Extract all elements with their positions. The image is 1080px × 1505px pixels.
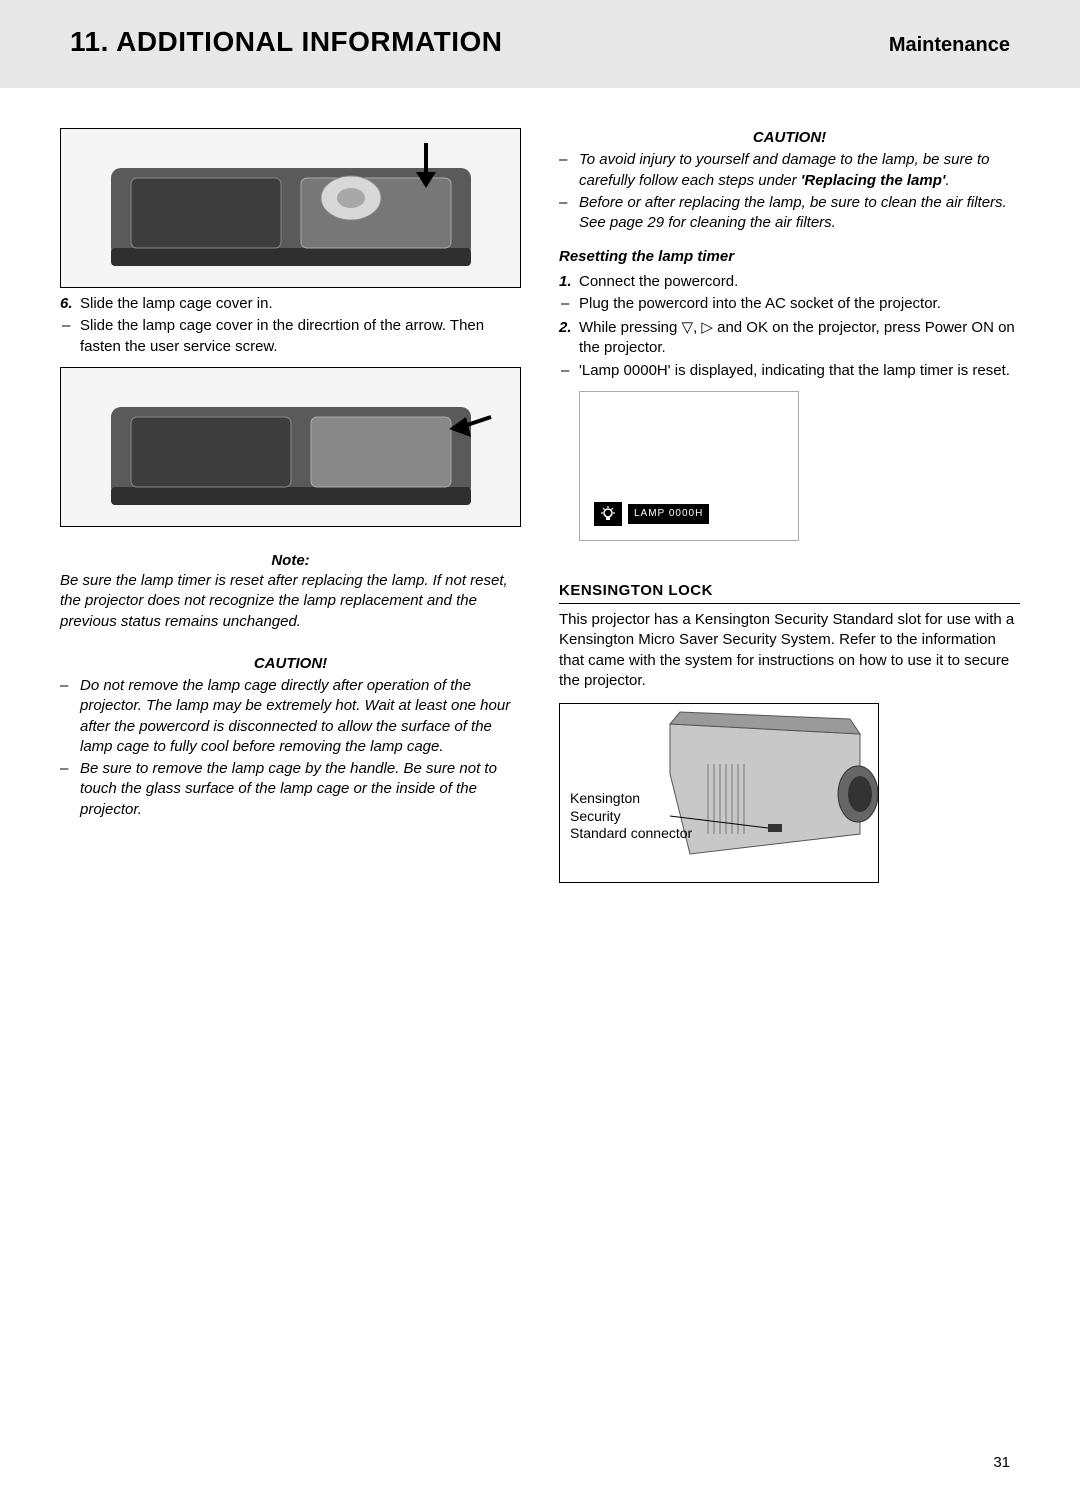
lamp-badge-text: LAMP 0000H [628,504,709,524]
left-caution-1: Do not remove the lamp cage directly aft… [80,676,521,757]
step-2-text: While pressing ▽, ▷ and OK on the projec… [579,318,1020,359]
dash-mark: – [60,759,80,820]
left-column: 6. Slide the lamp cage cover in. – Slide… [60,128,521,883]
kensington-label-text: KensingtonSecurityStandard connector [570,790,692,841]
lamp-icon [594,502,622,526]
left-caution-heading: CAUTION! [60,654,521,674]
dash-mark: – [559,294,579,314]
note-heading: Note: [60,551,521,571]
right-caution-1: To avoid injury to yourself and damage t… [579,150,1020,191]
right-caution-2: Before or after replacing the lamp, be s… [579,193,1020,234]
step-1-text: Connect the powercord. [579,272,1020,292]
lamp-badge: LAMP 0000H [594,502,709,526]
dash-mark: – [60,676,80,757]
kensington-heading: KENSINGTON LOCK [559,581,1020,604]
step-2-dash: 'Lamp 0000H' is displayed, indicating th… [579,361,1020,381]
dash-mark: – [559,361,579,381]
right-column: CAUTION! – To avoid injury to yourself a… [559,128,1020,883]
kensington-label: KensingtonSecurityStandard connector [570,790,692,843]
step-1-number: 1. [559,272,579,292]
figure-lamp-cover-slide [60,367,521,527]
dash-mark: – [559,193,579,234]
page-number: 31 [993,1454,1010,1471]
figure-kensington: KensingtonSecurityStandard connector [559,703,879,883]
step-6-text-1: Slide the lamp cage cover in. [80,294,521,314]
figure-lamp-cover-down [60,128,521,288]
reset-heading: Resetting the lamp timer [559,247,1020,267]
chapter-title: 11. ADDITIONAL INFORMATION [70,26,503,58]
right-caution-heading: CAUTION! [559,128,1020,148]
dash-mark: – [60,316,80,357]
dash-mark: – [559,150,579,191]
page-header: 11. ADDITIONAL INFORMATION Maintenance [0,0,1080,88]
left-caution-2: Be sure to remove the lamp cage by the h… [80,759,521,820]
step-6-number: 6. [60,294,80,314]
right-caution-1-post: . [945,172,949,189]
step-6-text-2: Slide the lamp cage cover in the direcrt… [80,316,521,357]
right-caution-1-bold: 'Replacing the lamp' [801,172,946,189]
kensington-body: This projector has a Kensington Security… [559,610,1020,691]
step-1-dash: Plug the powercord into the AC socket of… [579,294,1020,314]
note-body: Be sure the lamp timer is reset after re… [60,571,521,632]
section-title: Maintenance [889,34,1010,57]
step-2-number: 2. [559,318,579,359]
figure-lamp-display: LAMP 0000H [579,391,799,541]
